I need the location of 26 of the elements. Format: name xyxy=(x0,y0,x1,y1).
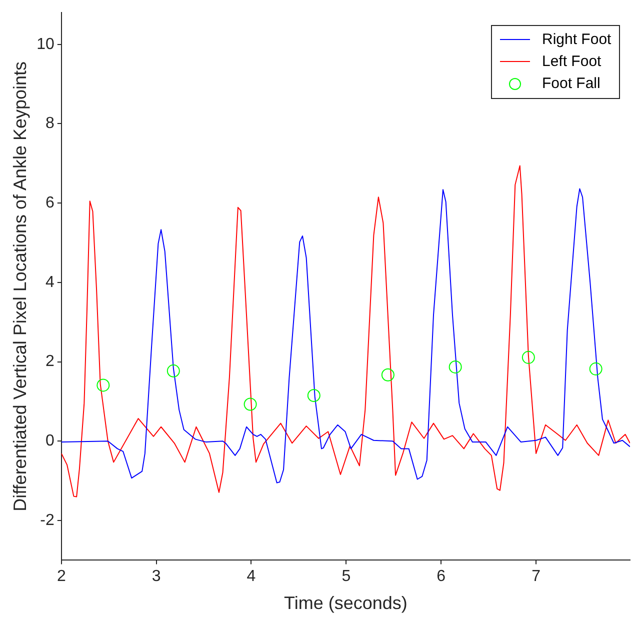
x-tick-label: 7 xyxy=(532,568,541,586)
x-axis-title: Time (seconds) xyxy=(284,593,408,614)
point xyxy=(381,368,394,382)
point xyxy=(307,389,320,402)
y-tick-label: 0 xyxy=(45,432,54,450)
point xyxy=(448,360,462,374)
point xyxy=(166,364,180,378)
x-tick-label: 6 xyxy=(436,568,446,586)
point xyxy=(589,362,602,376)
x-tick-label: 5 xyxy=(342,568,351,586)
x-tick-label: 2 xyxy=(56,568,66,586)
y-axis-title: Differentiated Vertical Pixel Locations of Ankle Keypoints xyxy=(10,61,30,512)
point xyxy=(522,350,535,364)
point xyxy=(96,378,110,392)
y-tick-label: 2 xyxy=(45,353,54,370)
legend-label: Left Foot xyxy=(542,52,602,72)
y-tick-label: 8 xyxy=(45,115,54,132)
y-tick-label: 4 xyxy=(45,274,54,291)
point xyxy=(244,398,257,411)
x-tick-label: 3 xyxy=(152,568,161,586)
x-tick-label: 4 xyxy=(246,568,256,586)
y-tick-label: 6 xyxy=(45,194,54,212)
y-tick-label: -2 xyxy=(40,512,54,529)
y-tick-label: 10 xyxy=(36,36,54,53)
legend-label: Foot Fall xyxy=(542,74,600,94)
legend-label: Right Foot xyxy=(542,30,612,50)
